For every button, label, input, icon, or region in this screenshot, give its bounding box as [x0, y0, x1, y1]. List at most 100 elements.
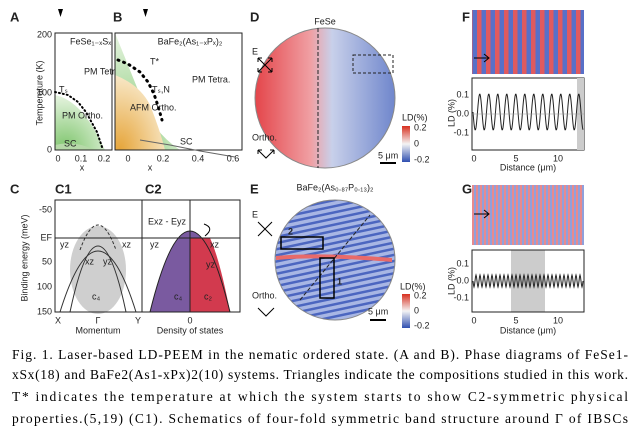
caption-line: Fig. 1. Laser-based LD-PEEM in the nemat…	[12, 347, 628, 362]
y-label: Binding energy (meV)	[19, 214, 29, 301]
tick: 0.2	[414, 290, 427, 300]
tick: 0.2	[98, 153, 111, 163]
tick: 0	[471, 153, 476, 163]
x-label: x	[148, 162, 153, 172]
tick: 0	[471, 315, 476, 325]
y-label: Temperature (K)	[34, 60, 44, 125]
box-label: 1	[337, 276, 342, 286]
band: yz	[103, 256, 113, 266]
tick: 0	[187, 315, 192, 325]
title: FeSe	[314, 16, 336, 26]
tick: Y	[135, 315, 141, 325]
title: BaFe₂(As₀.₈₇P₀.₁₃)₂	[297, 182, 375, 192]
tick: 0.2	[414, 122, 427, 132]
tick: EF	[40, 232, 52, 242]
tick: 10	[553, 315, 563, 325]
band: xz	[85, 256, 95, 266]
band: xz	[210, 239, 220, 249]
tick: 0.1	[456, 258, 469, 268]
caption-line: xSx(18) and BaFe2(As1-xPx)2(10) systems.…	[12, 367, 628, 382]
tsn: Tₛ,N	[152, 84, 170, 94]
gap: Exz - Eyz	[148, 216, 187, 226]
y-label: LD (%)	[446, 267, 456, 295]
ortho: Ortho.	[252, 290, 277, 300]
panel-label: E	[250, 181, 259, 196]
profile-curve	[472, 93, 584, 131]
cbar-label: LD(%)	[402, 112, 428, 122]
panel-label: B	[113, 9, 122, 24]
c2: c₂	[204, 291, 213, 301]
x-label: Momentum	[75, 325, 120, 335]
c4: c₄	[92, 291, 101, 301]
tick: -0.1	[453, 127, 469, 137]
tick: -50	[39, 204, 52, 214]
tick: 0.4	[192, 153, 205, 163]
tstar: T*	[150, 56, 159, 66]
caption-line: T* indicates the temperature at which th…	[12, 389, 628, 404]
ts: Tₛ	[59, 84, 68, 94]
tick: 100	[37, 281, 52, 291]
x-label: x	[80, 162, 85, 172]
tick: 0.0	[456, 275, 469, 285]
x-label: Distance (μm)	[500, 325, 556, 335]
ld-image	[472, 10, 584, 74]
tick: 0.1	[75, 153, 88, 163]
tick: -0.2	[414, 154, 430, 164]
c4: c₄	[174, 291, 183, 301]
tick: 0.2	[157, 153, 170, 163]
scale: 5 μm	[378, 150, 398, 160]
phase: PM Tetra.	[84, 66, 122, 76]
tick: 0.6	[227, 153, 240, 163]
title: FeSe₁₋ₓSₓ	[70, 36, 111, 46]
tick: 0	[125, 153, 130, 163]
phase: SC	[64, 138, 77, 148]
peem-image	[274, 199, 396, 321]
tick: 5	[513, 153, 518, 163]
tick: 0	[414, 305, 419, 315]
band: xz	[122, 239, 132, 249]
phase: PM Ortho.	[62, 110, 103, 120]
panel-label: C	[10, 181, 20, 196]
phase: AFM Ortho.	[130, 102, 177, 112]
tick: X	[55, 315, 61, 325]
e-label: E	[252, 46, 258, 56]
tick: 0.0	[456, 108, 469, 118]
band: yz	[60, 239, 70, 249]
scale: 5 μm	[368, 306, 388, 316]
panel-label: A	[10, 9, 20, 24]
e-label: E	[252, 209, 258, 219]
tick: 0.1	[456, 89, 469, 99]
panel-label: G	[462, 181, 472, 196]
y-label: LD (%)	[446, 99, 456, 127]
tick: 0	[414, 138, 419, 148]
x-label: Density of states	[157, 325, 224, 335]
tick: 0	[47, 144, 52, 154]
tick: 100	[37, 87, 52, 97]
tick: Γ	[96, 315, 101, 325]
band: yz	[206, 259, 216, 269]
panel-label: C1	[55, 181, 72, 196]
tick: -0.2	[414, 320, 430, 330]
tick: 10	[553, 153, 563, 163]
panel-label: F	[462, 9, 470, 24]
peem-image	[254, 27, 396, 169]
ortho: Ortho.	[252, 132, 277, 142]
panel-label: C2	[145, 181, 162, 196]
panel-label: D	[250, 9, 259, 24]
tick: 50	[42, 256, 52, 266]
tick: -0.1	[453, 292, 469, 302]
cbar-label: LD(%)	[400, 281, 426, 291]
caption-line: properties.(5,19) (C1). Schematics of fo…	[12, 411, 628, 426]
tick: 200	[37, 29, 52, 39]
x-label: Distance (μm)	[500, 162, 556, 172]
box-label: 2	[288, 226, 293, 236]
ld-image	[472, 185, 584, 245]
tick: 5	[513, 315, 518, 325]
phase: PM Tetra.	[192, 74, 230, 84]
tick: 150	[37, 306, 52, 316]
profile-curve	[472, 273, 584, 289]
band: yz	[150, 239, 160, 249]
tick: 0	[55, 153, 60, 163]
title: BaFe₂(As₁₋ₓPₓ)₂	[158, 36, 223, 46]
